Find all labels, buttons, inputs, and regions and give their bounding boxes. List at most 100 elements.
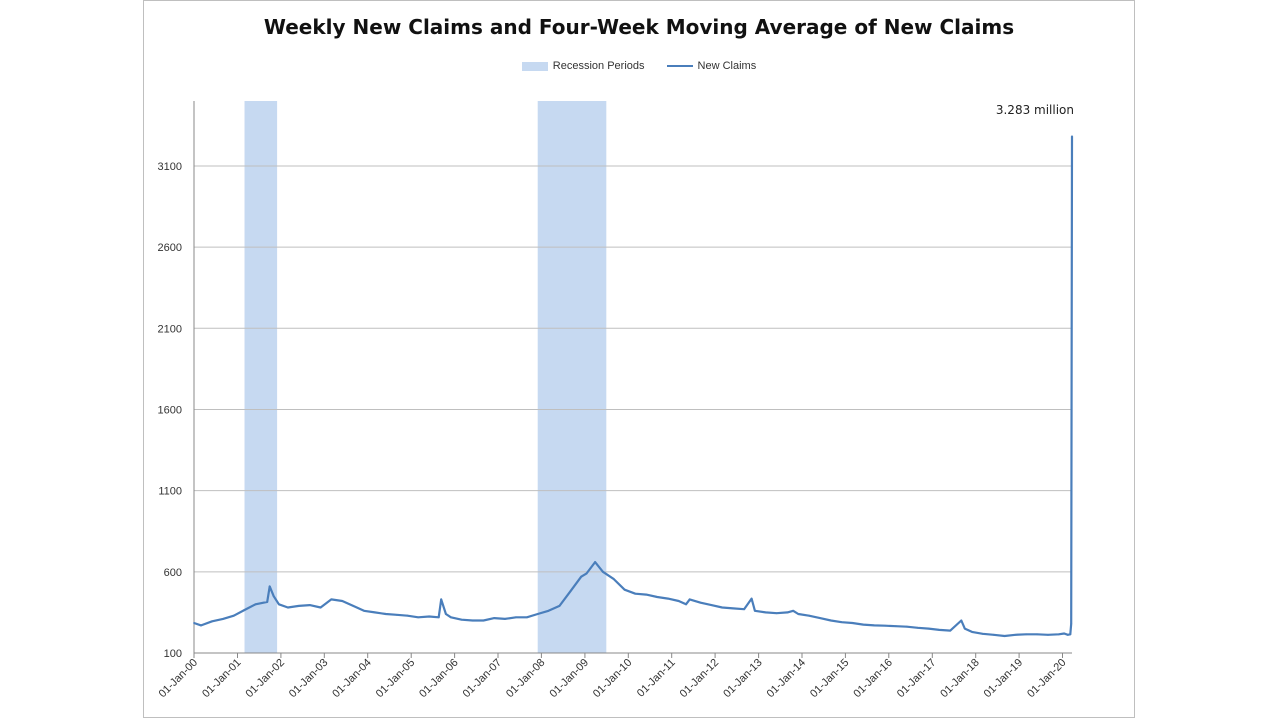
- data-point: [916, 626, 919, 629]
- data-point: [482, 619, 485, 622]
- recession-band-1: [244, 101, 278, 653]
- data-point: [308, 604, 311, 607]
- legend-item-recession: Recession Periods: [521, 60, 645, 72]
- data-point: [297, 605, 300, 607]
- data-point: [601, 570, 604, 573]
- data-point: [1063, 632, 1066, 635]
- data-point: [754, 609, 756, 612]
- data-point: [797, 613, 800, 615]
- data-point: [971, 630, 973, 633]
- x-tick-label-21: 01-Jan-20: [1025, 657, 1069, 701]
- data-point: [963, 627, 966, 630]
- data-point: [685, 603, 687, 606]
- data-point: [1057, 633, 1060, 636]
- legend-swatch-new-claims: [666, 65, 693, 67]
- data-point: [688, 598, 691, 601]
- y-tick-label-100: 100: [164, 648, 182, 660]
- x-tick-label-5: 01-Jan-04: [330, 657, 374, 701]
- y-tick-label-3100: 3100: [158, 161, 182, 173]
- data-point: [949, 629, 952, 632]
- data-point: [200, 624, 203, 627]
- data-point: [504, 618, 506, 620]
- data-point: [363, 609, 365, 612]
- data-point: [268, 585, 271, 588]
- data-point: [272, 595, 275, 598]
- data-point: [656, 596, 659, 598]
- data-point: [981, 632, 984, 635]
- data-point: [211, 620, 213, 623]
- data-point: [786, 611, 789, 614]
- y-tick-label-2600: 2600: [158, 242, 182, 254]
- y-tick-label-2100: 2100: [158, 323, 182, 335]
- data-point: [569, 590, 572, 593]
- data-point: [437, 616, 440, 619]
- x-tick-label-6: 01-Jan-05: [374, 657, 418, 701]
- y-tick-label-1600: 1600: [158, 404, 182, 416]
- data-point: [493, 617, 496, 619]
- recession-band-2: [537, 101, 607, 653]
- data-point: [222, 618, 224, 620]
- data-point: [677, 600, 680, 602]
- data-point: [873, 624, 876, 627]
- data-point: [580, 575, 583, 578]
- data-point: [536, 613, 539, 615]
- x-tick-label-4: 01-Jan-03: [287, 657, 331, 701]
- x-tick-label-7: 01-Jan-06: [417, 657, 461, 701]
- data-point: [232, 614, 235, 617]
- data-point: [938, 629, 941, 631]
- data-point: [699, 601, 702, 604]
- series-line-new-claims: [193, 136, 1074, 638]
- legend-item-new-claims: New Claims: [666, 60, 757, 72]
- x-tick-label-13: 01-Jan-12: [678, 657, 722, 701]
- legend: Recession Periods New Claims: [144, 60, 1134, 72]
- data-point: [547, 609, 550, 612]
- data-point: [471, 619, 474, 622]
- data-point: [992, 633, 995, 636]
- x-tick-label-8: 01-Jan-07: [461, 657, 505, 701]
- x-tick-label-12: 01-Jan-11: [635, 657, 678, 700]
- data-point: [750, 597, 753, 600]
- y-tick-label-1100: 1100: [158, 486, 182, 498]
- x-tick-label-1: 01-Jan-00: [157, 657, 201, 701]
- data-point: [287, 606, 289, 609]
- data-point: [440, 598, 443, 601]
- data-point: [1071, 135, 1073, 138]
- data-point: [428, 615, 431, 618]
- data-point: [558, 605, 561, 607]
- x-tick-label-14: 01-Jan-13: [721, 657, 765, 701]
- data-point: [450, 616, 452, 619]
- data-point: [808, 614, 810, 617]
- data-point: [612, 578, 615, 581]
- legend-label-new-claims: New Claims: [697, 60, 757, 72]
- data-point: [960, 619, 963, 622]
- data-point: [905, 625, 908, 628]
- data-point: [667, 597, 669, 600]
- legend-swatch-recession: [521, 61, 548, 71]
- x-tick-label-20: 01-Jan-19: [982, 657, 1026, 701]
- data-point: [1003, 635, 1006, 637]
- data-point: [1025, 633, 1028, 636]
- data-point: [406, 614, 409, 617]
- data-point: [1069, 633, 1072, 636]
- data-point: [634, 592, 637, 595]
- data-point: [721, 606, 724, 609]
- data-point: [341, 600, 344, 602]
- data-point: [330, 598, 333, 601]
- data-point: [819, 617, 821, 619]
- data-point: [1070, 622, 1073, 625]
- data-point: [193, 622, 195, 624]
- data-point: [743, 608, 746, 611]
- data-point: [623, 588, 626, 591]
- data-point: [585, 572, 588, 575]
- data-point: [525, 616, 528, 619]
- data-point: [1066, 633, 1069, 636]
- data-point: [254, 603, 257, 606]
- x-tick-label-9: 01-Jan-08: [504, 657, 548, 701]
- chart-title: Weekly New Claims and Four-Week Moving A…: [263, 15, 1015, 39]
- annotation-peak: 3.283 million: [996, 103, 1074, 117]
- data-point: [243, 609, 246, 611]
- x-tick-label-11: 01-Jan-10: [591, 657, 635, 701]
- data-point: [775, 612, 778, 615]
- data-point: [594, 561, 597, 563]
